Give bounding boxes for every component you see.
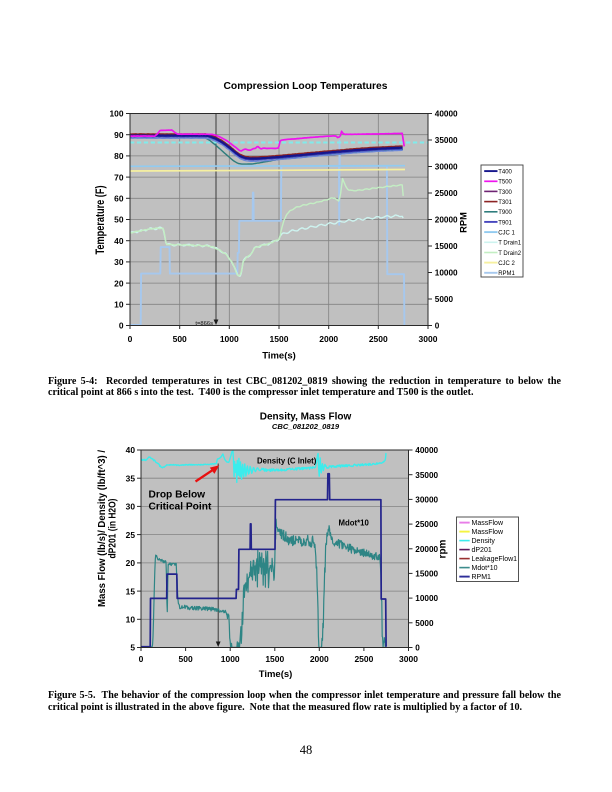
svg-text:Time(s): Time(s) <box>262 351 296 362</box>
svg-text:20: 20 <box>114 278 124 288</box>
svg-text:30000: 30000 <box>415 496 438 505</box>
svg-text:30000: 30000 <box>435 163 458 172</box>
svg-text:MassFlow: MassFlow <box>472 520 504 527</box>
svg-text:Mdot*10: Mdot*10 <box>472 565 498 572</box>
svg-text:RPM1: RPM1 <box>472 574 492 581</box>
svg-text:2000: 2000 <box>319 334 338 344</box>
svg-text:60: 60 <box>114 194 124 204</box>
svg-text:Drop Below: Drop Below <box>149 490 206 501</box>
svg-text:Temperature (F): Temperature (F) <box>93 185 107 254</box>
svg-text:T500: T500 <box>498 180 512 186</box>
svg-text:1500: 1500 <box>265 654 284 664</box>
svg-text:Mdot*10: Mdot*10 <box>339 519 370 528</box>
svg-text:35000: 35000 <box>435 136 458 145</box>
svg-text:100: 100 <box>110 109 124 119</box>
svg-text:20: 20 <box>126 558 136 568</box>
svg-text:5: 5 <box>130 643 135 653</box>
svg-text:T Drain1: T Drain1 <box>498 241 522 247</box>
svg-text:35: 35 <box>126 473 136 483</box>
svg-text:Mass Flow (lb/s)/ Density (lb/: Mass Flow (lb/s)/ Density (lb/ft^3) / <box>97 450 108 607</box>
svg-text:t=866s: t=866s <box>195 321 213 327</box>
svg-text:0: 0 <box>415 644 420 653</box>
svg-text:500: 500 <box>173 334 187 344</box>
svg-text:dP201: dP201 <box>472 547 492 554</box>
svg-text:1000: 1000 <box>221 654 240 664</box>
svg-text:rpm: rpm <box>438 539 449 558</box>
svg-text:T400: T400 <box>498 170 512 176</box>
svg-text:0: 0 <box>119 321 124 331</box>
svg-text:20000: 20000 <box>435 216 458 225</box>
svg-text:35000: 35000 <box>415 471 438 480</box>
svg-text:90: 90 <box>114 130 124 140</box>
svg-text:Compression Loop Temperatures: Compression Loop Temperatures <box>223 81 387 92</box>
svg-text:30: 30 <box>114 257 124 267</box>
svg-text:40000: 40000 <box>435 110 458 119</box>
svg-text:CJC 1: CJC 1 <box>498 231 515 237</box>
svg-text:15: 15 <box>126 586 136 596</box>
svg-text:40: 40 <box>114 236 124 246</box>
svg-text:30: 30 <box>126 502 136 512</box>
svg-text:T900: T900 <box>498 210 512 216</box>
svg-text:Critical Point: Critical Point <box>149 502 212 513</box>
svg-text:T300: T300 <box>498 190 512 196</box>
svg-text:RPM: RPM <box>459 212 469 233</box>
svg-text:Time(s): Time(s) <box>259 669 293 680</box>
svg-text:CBC_081202_0819: CBC_081202_0819 <box>272 422 340 431</box>
svg-text:1000: 1000 <box>220 334 239 344</box>
svg-text:10000: 10000 <box>435 269 458 278</box>
svg-text:0: 0 <box>139 654 144 664</box>
svg-text:3000: 3000 <box>399 654 418 664</box>
svg-text:MassFlow: MassFlow <box>472 529 504 536</box>
svg-text:Density: Density <box>472 538 496 545</box>
svg-text:500: 500 <box>179 654 193 664</box>
svg-text:0: 0 <box>128 334 133 344</box>
svg-text:Density (C Inlet): Density (C Inlet) <box>257 457 317 466</box>
svg-text:Density, Mass Flow: Density, Mass Flow <box>260 412 352 423</box>
svg-text:15000: 15000 <box>435 242 458 251</box>
svg-text:80: 80 <box>114 151 124 161</box>
svg-text:T Drain2: T Drain2 <box>498 251 522 257</box>
svg-text:T901: T901 <box>498 220 512 226</box>
svg-text:2000: 2000 <box>310 654 329 664</box>
svg-text:T301: T301 <box>498 200 512 206</box>
svg-text:5000: 5000 <box>415 619 434 628</box>
svg-text:10000: 10000 <box>415 594 438 603</box>
svg-text:RPM1: RPM1 <box>498 271 515 277</box>
svg-text:2500: 2500 <box>354 654 373 664</box>
svg-text:10: 10 <box>114 300 124 310</box>
svg-text:50: 50 <box>114 215 124 225</box>
svg-text:15000: 15000 <box>415 570 438 579</box>
svg-text:10: 10 <box>126 615 136 625</box>
svg-text:CJC 2: CJC 2 <box>498 261 515 267</box>
svg-text:0: 0 <box>435 322 440 331</box>
svg-text:5000: 5000 <box>435 295 454 304</box>
svg-text:70: 70 <box>114 172 124 182</box>
svg-text:dP201 (in H2O): dP201 (in H2O) <box>108 499 119 559</box>
svg-text:25000: 25000 <box>415 520 438 529</box>
svg-text:25000: 25000 <box>435 189 458 198</box>
svg-text:25: 25 <box>126 530 136 540</box>
svg-text:LeakageFlow1: LeakageFlow1 <box>472 556 518 563</box>
svg-text:3000: 3000 <box>419 334 438 344</box>
svg-text:1500: 1500 <box>270 334 289 344</box>
svg-text:2500: 2500 <box>369 334 388 344</box>
svg-text:40: 40 <box>126 445 136 455</box>
svg-text:20000: 20000 <box>415 545 438 554</box>
svg-text:40000: 40000 <box>415 446 438 455</box>
